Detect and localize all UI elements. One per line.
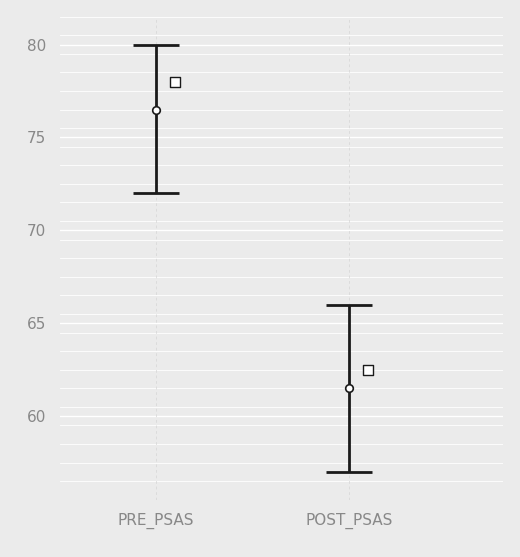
Point (171, 77, 179, 86)
Point (152, 105, 160, 114)
Point (364, 365, 372, 374)
Point (345, 384, 353, 393)
